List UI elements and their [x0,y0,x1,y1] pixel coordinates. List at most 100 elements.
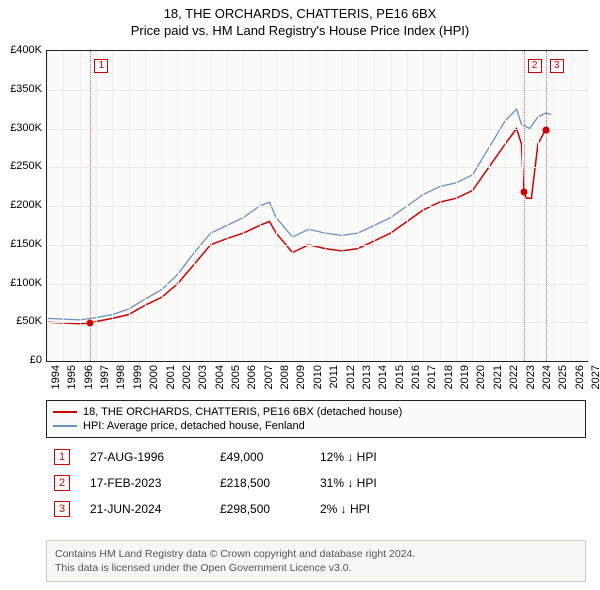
gridline-v [407,51,408,361]
gridline-v [47,51,48,361]
gridline-v [63,51,64,361]
footer-line-1: Contains HM Land Registry data © Crown c… [55,547,577,561]
event-vline [90,51,91,361]
xtick-label: 1997 [99,365,111,389]
event-price: £218,500 [220,476,300,490]
event-marker-3: 3 [54,501,70,517]
xtick-label: 2018 [443,365,455,389]
gridline-v [243,51,244,361]
gridline-v [292,51,293,361]
gridline-v [587,51,588,361]
page-title-address: 18, THE ORCHARDS, CHATTERIS, PE16 6BX [0,0,600,21]
legend-label: HPI: Average price, detached house, Fenl… [83,420,305,432]
series-hpi [47,109,551,320]
xtick-label: 2022 [508,365,520,389]
xtick-label: 1998 [115,365,127,389]
xtick-label: 2010 [312,365,324,389]
event-marker-box: 1 [94,59,108,73]
gridline-v [145,51,146,361]
gridline-v [374,51,375,361]
gridline-v [211,51,212,361]
xtick-label: 2002 [181,365,193,389]
event-price: £49,000 [220,450,300,464]
gridline-v [571,51,572,361]
legend-row: 18, THE ORCHARDS, CHATTERIS, PE16 6BX (d… [53,405,579,419]
ytick-label: £350K [2,83,42,95]
gridline-v [538,51,539,361]
chart-container: { "header": { "title1": "18, THE ORCHARD… [0,0,600,590]
xtick-label: 2021 [492,365,504,389]
ytick-label: £200K [2,199,42,211]
event-date: 21-JUN-2024 [90,502,200,516]
attribution-footer: Contains HM Land Registry data © Crown c… [46,540,586,582]
gridline-v [260,51,261,361]
chart-legend: 18, THE ORCHARDS, CHATTERIS, PE16 6BX (d… [46,400,586,438]
gridline-v [342,51,343,361]
xtick-label: 2023 [525,365,537,389]
xtick-label: 2006 [246,365,258,389]
xtick-label: 2020 [475,365,487,389]
xtick-label: 2019 [459,365,471,389]
xtick-label: 2009 [295,365,307,389]
event-price: £298,500 [220,502,300,516]
gridline-v [276,51,277,361]
event-delta: 2% ↓ HPI [320,502,370,516]
gridline-v [456,51,457,361]
ytick-label: £0 [2,354,42,366]
gridline-v [162,51,163,361]
event-marker-2: 2 [54,475,70,491]
gridline-v [178,51,179,361]
event-delta: 31% ↓ HPI [320,476,377,490]
event-delta: 12% ↓ HPI [320,450,377,464]
xtick-label: 2014 [377,365,389,389]
xtick-label: 2011 [328,365,340,389]
legend-label: 18, THE ORCHARDS, CHATTERIS, PE16 6BX (d… [83,406,402,418]
xtick-label: 2025 [557,365,569,389]
ytick-label: £250K [2,160,42,172]
gridline-v [358,51,359,361]
event-vline [546,51,547,361]
ytick-label: £150K [2,238,42,250]
events-table: 1 27-AUG-1996 £49,000 12% ↓ HPI 2 17-FEB… [46,444,586,522]
xtick-label: 2001 [165,365,177,389]
gridline-v [194,51,195,361]
event-marker-box: 2 [528,59,542,73]
xtick-label: 1994 [50,365,62,389]
page-title-sub: Price paid vs. HM Land Registry's House … [0,21,600,38]
xtick-label: 2017 [426,365,438,389]
event-date: 17-FEB-2023 [90,476,200,490]
xtick-label: 2000 [148,365,160,389]
gridline-v [129,51,130,361]
xtick-label: 2013 [361,365,373,389]
xtick-label: 1995 [66,365,78,389]
xtick-label: 1996 [83,365,95,389]
legend-row: HPI: Average price, detached house, Fenl… [53,419,579,433]
ytick-label: £400K [2,44,42,56]
gridline-v [391,51,392,361]
ytick-label: £300K [2,122,42,134]
gridline-v [227,51,228,361]
event-row: 1 27-AUG-1996 £49,000 12% ↓ HPI [46,444,586,470]
xtick-label: 2004 [214,365,226,389]
xtick-label: 2016 [410,365,422,389]
legend-swatch-hpi [53,425,77,427]
event-dot [520,188,527,195]
xtick-label: 2026 [574,365,586,389]
gridline-v [423,51,424,361]
footer-line-2: This data is licensed under the Open Gov… [55,561,577,575]
event-dot [87,320,94,327]
gridline-v [309,51,310,361]
gridline-v [112,51,113,361]
xtick-label: 2003 [197,365,209,389]
xtick-label: 2005 [230,365,242,389]
xtick-label: 1999 [132,365,144,389]
gridline-v [522,51,523,361]
event-marker-1: 1 [54,449,70,465]
gridline-v [80,51,81,361]
gridline-v [489,51,490,361]
gridline-v [505,51,506,361]
gridline-v [96,51,97,361]
gridline-v [472,51,473,361]
xtick-label: 2012 [345,365,357,389]
xtick-label: 2024 [541,365,553,389]
